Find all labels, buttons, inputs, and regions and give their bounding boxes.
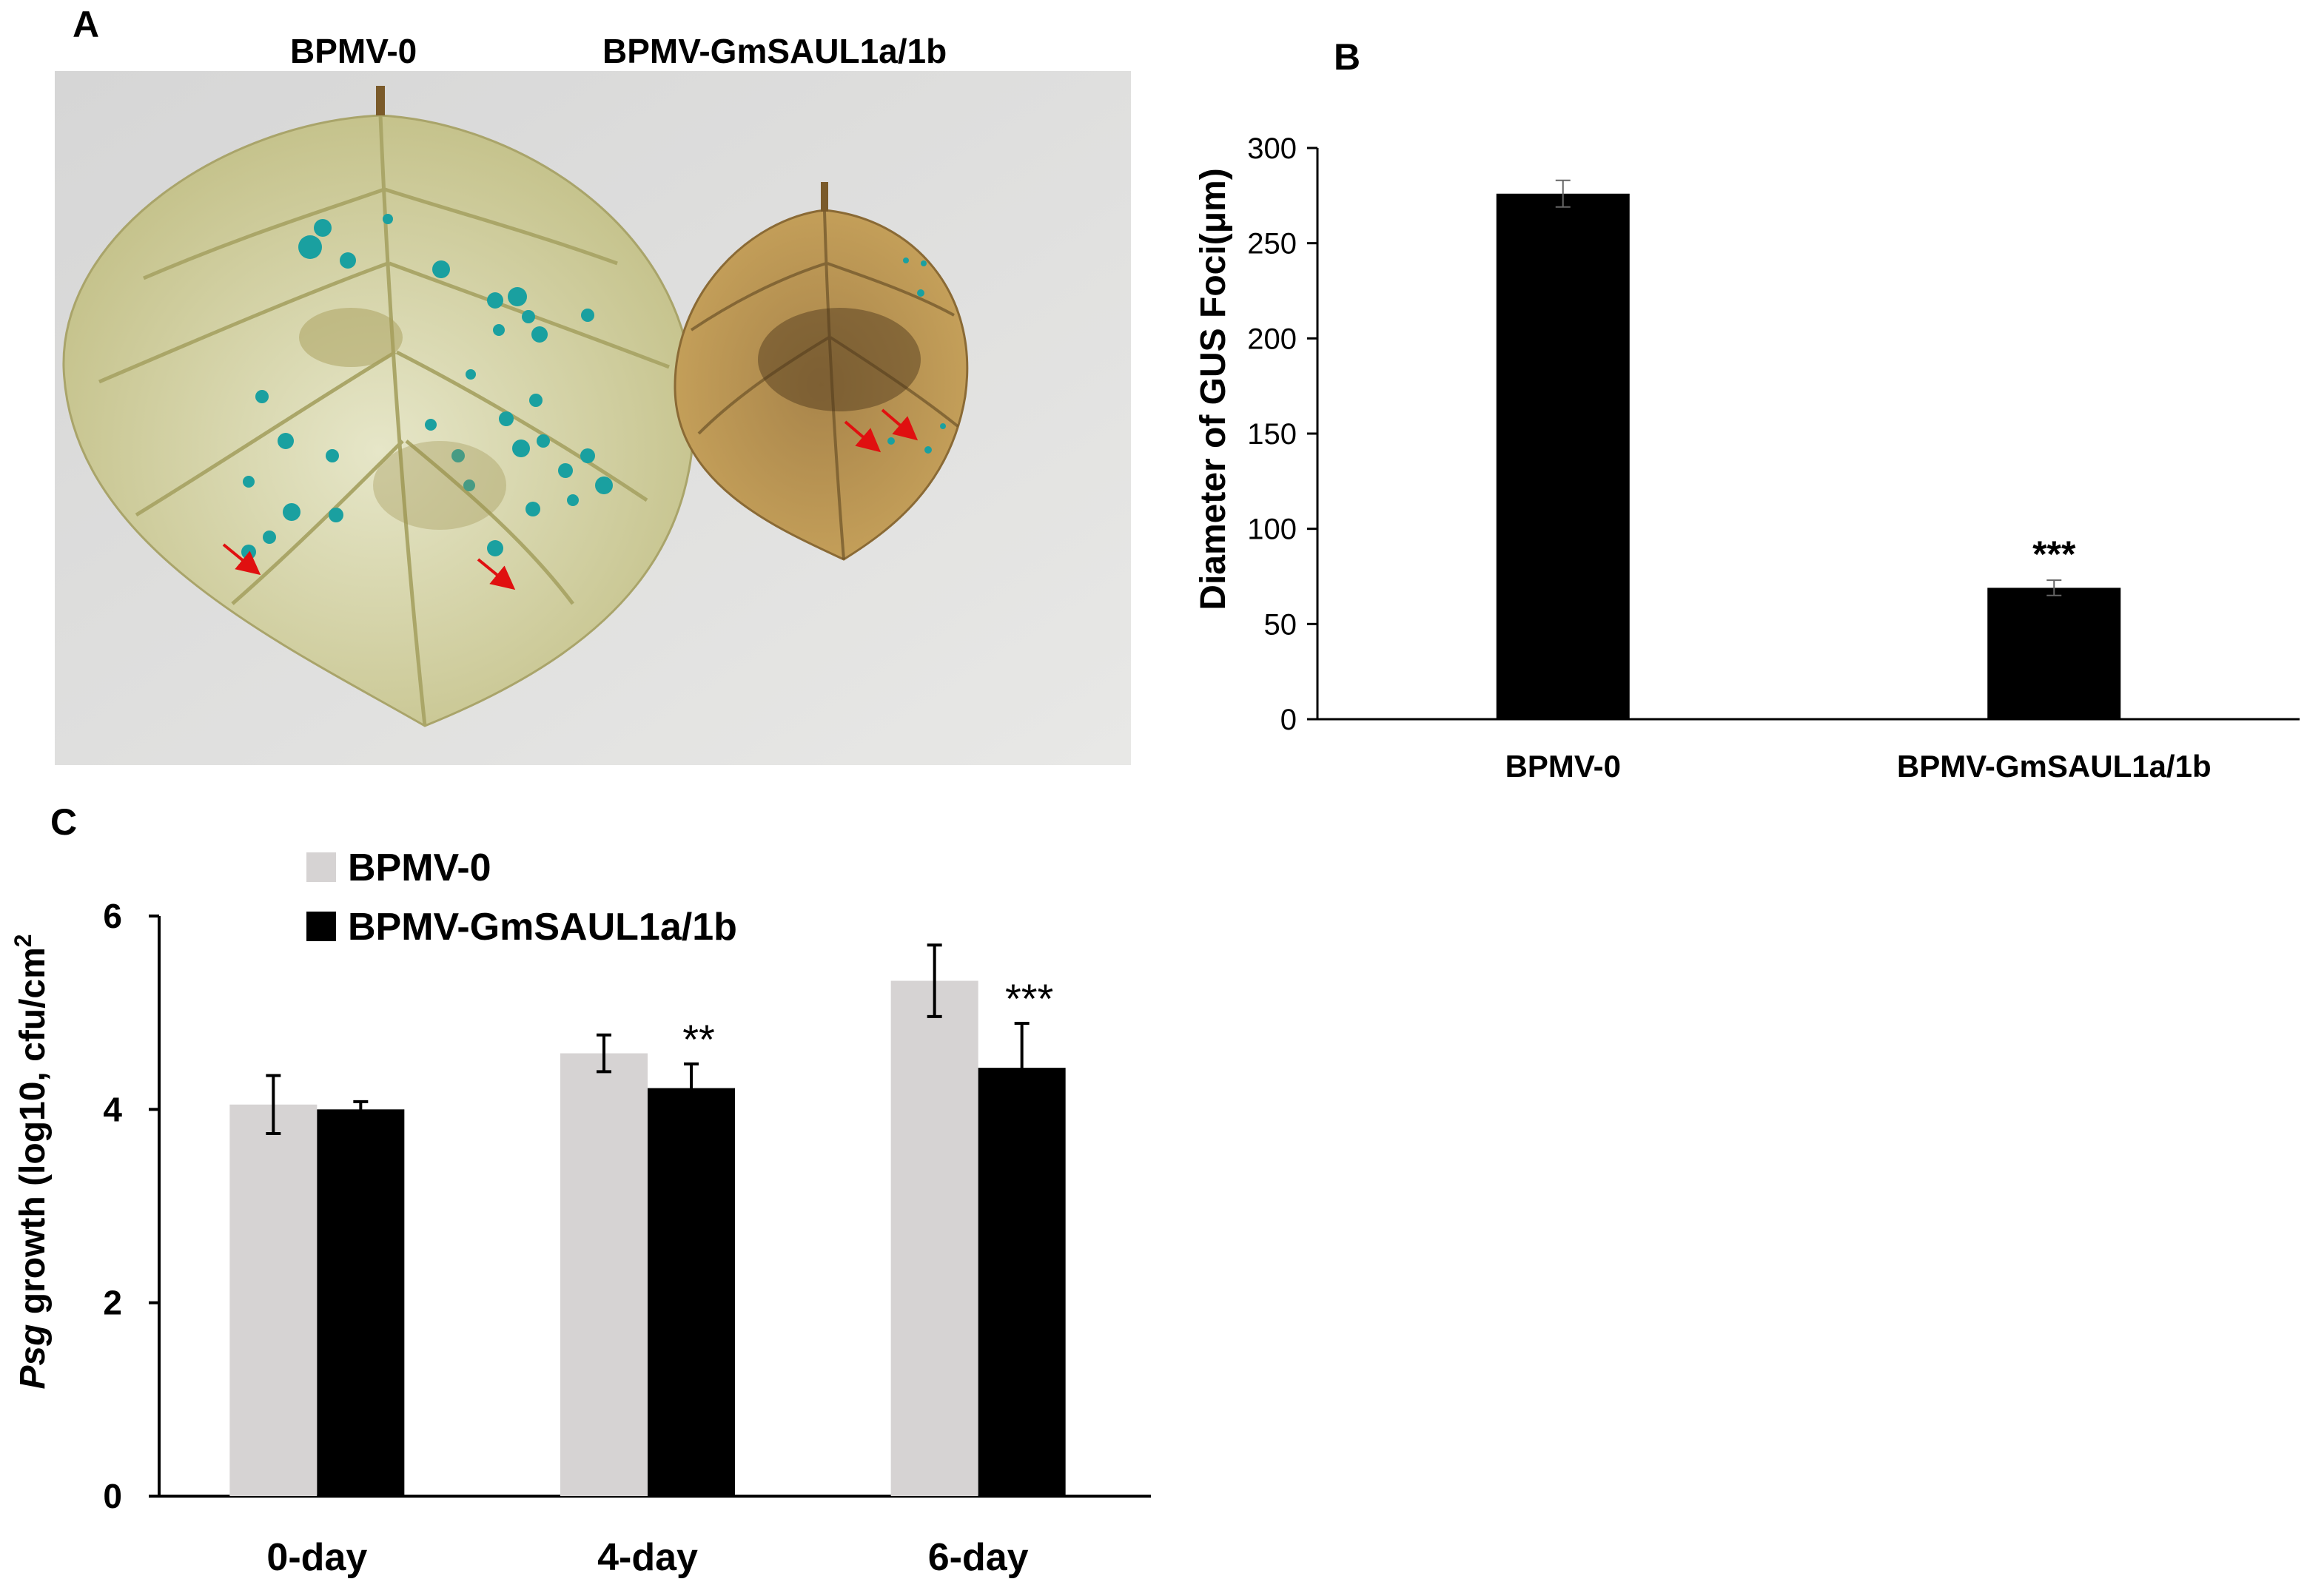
y-tick-label: 0 <box>103 1477 122 1515</box>
leaf-control <box>62 86 696 727</box>
legend-swatch <box>306 912 336 941</box>
y-tick-label: 2 <box>103 1284 122 1322</box>
y-tick-label: 300 <box>1247 132 1297 165</box>
arrow-icon <box>881 408 919 441</box>
y-axis-label: Diameter of GUS Foci(μm) <box>1194 168 1233 610</box>
y-axis-label: Psg growth (log10, cfu/cm2 <box>10 934 53 1389</box>
x-tick-label: 0-day <box>266 1536 367 1579</box>
significance-label: ** <box>682 1016 715 1063</box>
bar <box>317 1109 405 1496</box>
legend-swatch <box>306 852 336 882</box>
y-tick-label: 0 <box>1280 704 1297 736</box>
bar <box>560 1053 648 1496</box>
y-tick-label: 200 <box>1247 323 1297 355</box>
legend-label: BPMV-GmSAUL1a/1b <box>348 906 737 949</box>
significance-label: *** <box>2032 533 2076 575</box>
bar <box>978 1068 1066 1496</box>
significance-label: *** <box>1005 975 1053 1022</box>
panel-c-letter: C <box>50 801 78 843</box>
chart-gus-foci: 0 50 100 150 200 250 300 BPMV-0 BPMV-GmSAUL1a/1b… <box>1194 132 2300 784</box>
y-tick-label: 50 <box>1264 608 1297 641</box>
x-tick-label: BPMV-0 <box>1505 749 1621 784</box>
y-tick-label: 250 <box>1247 228 1297 260</box>
y-tick-label: 150 <box>1247 418 1297 451</box>
legend-label: BPMV-0 <box>348 846 491 889</box>
bar <box>1987 587 2121 719</box>
arrow-icon <box>222 543 261 576</box>
y-tick-label: 6 <box>103 897 122 935</box>
x-tick-label: 6-day <box>928 1536 1029 1579</box>
leaf-silenced <box>674 182 969 561</box>
arrow-icon <box>844 420 882 453</box>
photo-label-silenced: BPMV-GmSAUL1a/1b <box>602 32 947 70</box>
bar <box>890 980 978 1496</box>
panel-b-letter: B <box>1334 36 1361 78</box>
x-tick-label: BPMV-GmSAUL1a/1b <box>1897 749 2212 784</box>
panel-a-letter: A <box>73 4 100 45</box>
y-tick-label: 100 <box>1247 514 1297 546</box>
photo-label-control: BPMV-0 <box>290 32 417 70</box>
y-tick-label: 4 <box>103 1090 122 1128</box>
bar <box>648 1088 735 1496</box>
x-tick-label: 4-day <box>597 1536 698 1579</box>
bar <box>1496 193 1630 719</box>
bar <box>229 1104 318 1496</box>
leaf-photograph <box>55 71 1131 765</box>
arrow-icon <box>477 558 516 590</box>
